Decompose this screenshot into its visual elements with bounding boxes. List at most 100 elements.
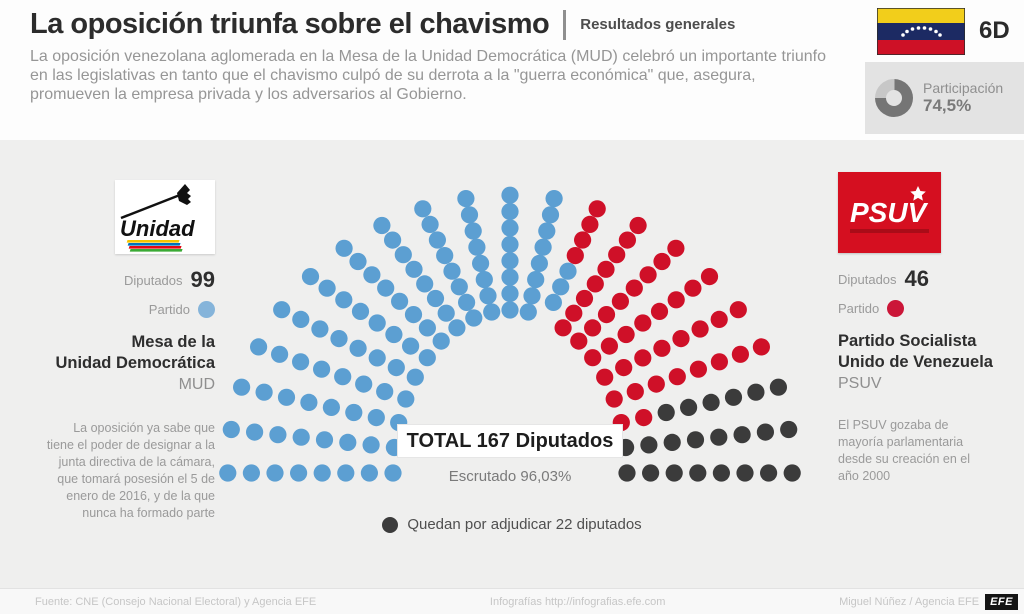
seat-dot <box>475 271 493 289</box>
seat-dot <box>418 319 436 337</box>
seat-dot <box>710 428 728 446</box>
seat-dot <box>377 279 395 297</box>
seat-dot <box>596 368 614 386</box>
seat-dot <box>404 306 423 324</box>
section-label: Resultados generales <box>580 16 736 33</box>
efe-logo: EFE <box>985 593 1018 610</box>
seat-dot <box>255 383 273 401</box>
mud-description: La oposición ya sabe que tiene el poder … <box>46 421 215 520</box>
seat-dot <box>605 390 623 408</box>
participation-donut-icon <box>875 79 913 117</box>
seat-dot <box>780 420 798 439</box>
panel-mud: Unidad Diputados 99 Partido Mesa de la U… <box>30 180 215 522</box>
seat-dot <box>384 231 402 249</box>
seat-dot <box>663 433 681 451</box>
mud-seats-label: Diputados <box>123 272 183 288</box>
seat-dot <box>266 464 284 482</box>
seat-dot <box>700 268 719 286</box>
psuv-full-name: Partido Socialista Unido de Venezuela <box>838 332 993 371</box>
seat-dot <box>437 304 455 322</box>
psuv-seats-row: Diputados 46 <box>838 266 1003 292</box>
seat-dot <box>313 464 331 482</box>
participation-box: Participación 74,5% <box>865 62 1024 134</box>
seat-dot <box>501 285 519 303</box>
participation-value: 74,5% <box>923 96 972 115</box>
seat-dot <box>527 271 545 289</box>
seat-dot <box>318 279 336 297</box>
title-row: La oposición triunfa sobre el chavismo R… <box>30 8 735 41</box>
seat-dot <box>468 238 486 256</box>
svg-text:PSUV: PSUV <box>850 197 929 228</box>
seat-dot <box>394 246 412 264</box>
seat-dot <box>277 388 296 406</box>
seat-dot <box>300 393 318 411</box>
seat-dot <box>501 235 519 253</box>
seat-dot <box>501 252 519 270</box>
psuv-seats-label: Diputados <box>838 271 897 287</box>
seat-dot <box>330 330 348 348</box>
seat-dot <box>629 216 647 235</box>
seat-dot <box>653 252 671 271</box>
venezuela-flag-icon <box>876 7 966 56</box>
infographics-url[interactable]: Infografías http://infografias.efe.com <box>489 595 666 608</box>
mud-party-label: Partido <box>148 302 190 317</box>
intro-paragraph: La oposición venezolana aglomerada en la… <box>30 48 826 103</box>
seat-dot <box>376 383 394 401</box>
total-seats-box: TOTAL 167 Diputados <box>397 424 623 458</box>
page-title: La oposición triunfa sobre el chavismo <box>30 8 550 40</box>
seat-dot <box>322 398 340 416</box>
seat-dot <box>292 310 310 328</box>
seat-dot <box>667 239 685 257</box>
mud-full-name: Mesa de la Unidad Democrática <box>55 333 215 372</box>
seat-dot <box>635 409 653 427</box>
seat-dot <box>313 360 331 378</box>
seat-dot <box>426 289 445 308</box>
seat-dot <box>301 268 320 286</box>
seat-dot <box>769 378 788 396</box>
seat-dot <box>608 246 626 264</box>
psuv-abbr: PSUV <box>838 375 882 392</box>
seat-dot <box>355 375 373 393</box>
seat-dot <box>269 426 287 444</box>
seat-dot <box>367 409 385 427</box>
pending-dot-icon <box>382 516 399 533</box>
seat-dot <box>363 266 381 284</box>
seat-dot <box>479 287 497 305</box>
seat-dot <box>672 330 690 348</box>
pending-legend: Quedan por adjudicar 22 diputados <box>0 516 1024 533</box>
seat-dot <box>597 306 616 324</box>
seat-dot <box>432 332 450 350</box>
seat-dot <box>311 320 329 338</box>
participation-label: Participación <box>923 80 1004 96</box>
seat-dot <box>246 423 264 441</box>
seat-dot <box>702 393 720 411</box>
seat-dot <box>360 464 378 482</box>
psuv-description: El PSUV gozaba de mayoría parlamentaria … <box>838 418 971 483</box>
seat-dot <box>457 190 475 208</box>
seat-dot <box>391 292 409 310</box>
seat-dot <box>783 464 801 482</box>
seat-dot <box>501 301 519 319</box>
seat-dot <box>271 345 289 363</box>
seat-dot <box>584 319 602 337</box>
panel-psuv: PSUV Diputados 46 Partido Partido Social… <box>838 172 1003 485</box>
mud-seats-value: 99 <box>190 267 215 292</box>
seat-dot <box>731 345 750 363</box>
seat-dot <box>368 314 386 332</box>
seat-dot <box>464 222 482 240</box>
seat-dot <box>626 383 644 401</box>
seat-dot <box>501 186 519 204</box>
seat-dot <box>552 278 570 296</box>
seat-dot <box>729 301 747 319</box>
seat-dot <box>733 426 751 444</box>
seat-dot <box>368 349 386 367</box>
mud-abbr: MUD <box>178 376 215 393</box>
seat-dot <box>385 325 403 344</box>
seat-dot <box>460 206 479 224</box>
seat-dot <box>575 289 594 308</box>
seat-dot <box>570 332 588 350</box>
source-credit: Fuente: CNE (Consejo Nacional Electoral)… <box>35 595 317 608</box>
seat-dot <box>647 375 665 393</box>
seat-dot <box>653 339 671 357</box>
